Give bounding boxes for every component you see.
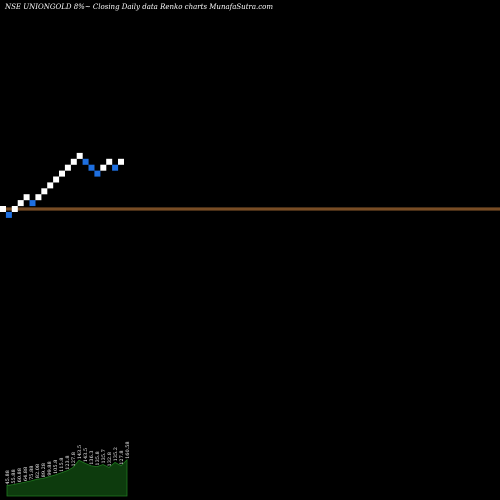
renko-brick-18 [106, 158, 113, 165]
volume-label-20: 160.58 [125, 441, 131, 459]
renko-brick-4 [23, 194, 30, 201]
renko-brick-15 [88, 164, 95, 171]
volume-label-1: 55.88 [11, 469, 17, 483]
volume-label-5: 82.08 [35, 464, 41, 478]
volume-label-12: 143.5 [77, 445, 83, 459]
renko-brick-6 [35, 194, 42, 201]
volume-label-0: 45.88 [5, 470, 11, 484]
volume-label-19: 127.8 [119, 450, 125, 464]
chart-title: NSE UNIONGOLD 8%~ Closing Daily data Ren… [4, 3, 273, 11]
renko-brick-1 [5, 211, 12, 218]
renko-brick-19 [112, 164, 119, 171]
renko-brick-5 [29, 200, 36, 207]
renko-bricks [0, 152, 124, 218]
volume-area [6, 458, 128, 497]
volume-labels: 45.88 55.88 60.88 64.88 75.88 82.08 89.28 99.88… [5, 441, 131, 484]
volume-label-9: 115.8 [59, 458, 65, 472]
renko-brick-9 [53, 176, 60, 183]
renko-brick-0 [0, 206, 6, 212]
volume-label-15: 135.8 [95, 451, 101, 465]
renko-brick-12 [70, 158, 77, 165]
volume-label-11: 127.8 [71, 452, 77, 466]
volume-panel [6, 458, 128, 497]
volume-label-13: 143.5 [83, 448, 89, 462]
renko-brick-17 [100, 164, 107, 171]
volume-label-6: 89.28 [41, 463, 47, 477]
renko-brick-7 [41, 188, 48, 195]
volume-label-8: 105.8 [53, 460, 59, 474]
volume-label-3: 64.88 [23, 467, 29, 481]
volume-label-7: 99.88 [47, 461, 53, 475]
renko-brick-10 [59, 170, 65, 177]
volume-label-18: 135.2 [113, 447, 119, 461]
volume-label-17: 132.8 [107, 452, 113, 466]
renko-brick-3 [17, 200, 24, 207]
renko-brick-11 [64, 164, 71, 171]
volume-label-2: 60.88 [17, 468, 23, 482]
renko-brick-13 [76, 152, 83, 159]
volume-label-4: 75.88 [29, 466, 35, 480]
renko-brick-16 [94, 170, 101, 177]
renko-brick-14 [82, 158, 89, 165]
renko-brick-8 [47, 182, 54, 189]
renko-brick-20 [118, 158, 124, 165]
volume-label-16: 135.7 [101, 449, 107, 463]
renko-brick-2 [11, 206, 18, 212]
volume-label-10: 123.8 [65, 455, 71, 469]
volume-label-14: 136.3 [89, 450, 95, 464]
reference-lines [0, 207, 500, 211]
